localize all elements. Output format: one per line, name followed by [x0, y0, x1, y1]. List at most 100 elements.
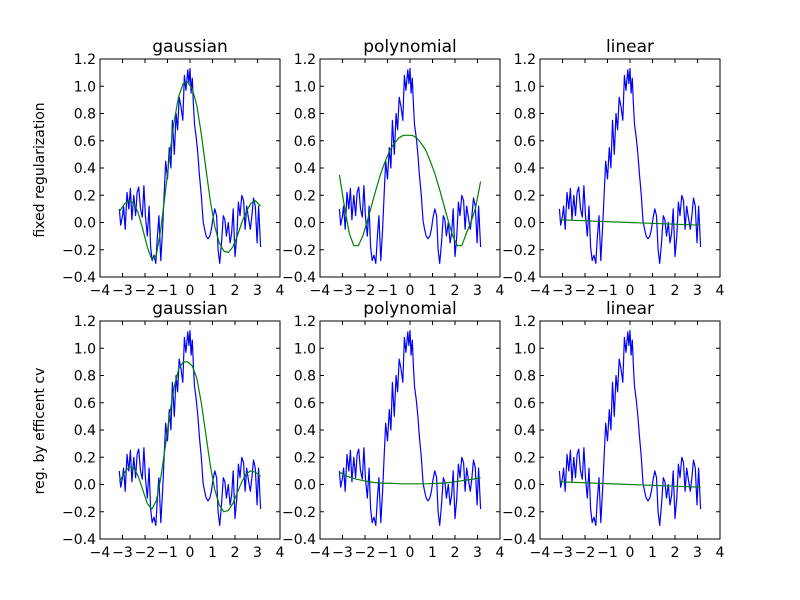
x-tick-label: −1 [377, 545, 398, 561]
x-tick-label: −4 [530, 283, 551, 299]
x-tick-label: 0 [406, 545, 415, 561]
y-tick-label: 0.8 [74, 107, 96, 123]
x-tick-label: −3 [112, 545, 133, 561]
y-tick-label: 0.2 [74, 450, 96, 466]
x-tick-label: 3 [473, 545, 482, 561]
row-label-bottom: reg. by efficent cv [32, 368, 48, 495]
x-tick-label: −3 [112, 283, 133, 299]
y-tick-label: 1.2 [294, 52, 316, 68]
x-tick-label: 3 [253, 283, 262, 299]
y-tick-label: 0.6 [74, 134, 96, 150]
y-tick-label: 0.2 [294, 450, 316, 466]
x-tick-label: 0 [186, 283, 195, 299]
y-tick-label: −0.2 [282, 505, 316, 521]
x-tick-label: 3 [473, 283, 482, 299]
y-tick-label: −0.4 [62, 270, 96, 286]
y-tick-label: −0.4 [502, 532, 536, 548]
axes-frame [99, 58, 281, 278]
subplot-r0c0: gaussian−0.4−0.20.00.20.40.60.81.01.2−4−… [62, 37, 285, 299]
x-tick-label: −4 [310, 545, 331, 561]
x-tick-label: −4 [310, 283, 331, 299]
y-tick-label: 1.0 [74, 79, 96, 95]
y-tick-label: 1.0 [74, 341, 96, 357]
y-tick-label: 0.2 [514, 188, 536, 204]
x-tick-label: 1 [648, 545, 657, 561]
y-tick-label: 1.2 [514, 314, 536, 330]
y-tick-label: −0.4 [282, 270, 316, 286]
data-series-line [118, 67, 262, 264]
y-tick-label: 0.0 [74, 216, 96, 232]
y-tick-label: 0.2 [74, 188, 96, 204]
x-tick-label: −3 [332, 283, 353, 299]
y-tick-label: −0.2 [62, 243, 96, 259]
fit-series-line [339, 471, 481, 485]
y-tick-label: 0.8 [514, 369, 536, 385]
y-tick-label: 0.6 [74, 396, 96, 412]
x-tick-label: −3 [332, 545, 353, 561]
x-tick-label: 1 [648, 283, 657, 299]
x-tick-label: −1 [157, 283, 178, 299]
y-tick-label: 0.6 [294, 396, 316, 412]
axes-frame [539, 58, 721, 278]
x-tick-label: 1 [208, 545, 217, 561]
y-tick-label: −0.2 [502, 243, 536, 259]
x-tick-label: 4 [716, 545, 725, 561]
x-tick-label: 0 [186, 545, 195, 561]
y-tick-label: 1.2 [294, 314, 316, 330]
x-tick-label: −3 [552, 283, 573, 299]
subplot-grid: gaussian−0.4−0.20.00.20.40.60.81.01.2−4−… [62, 37, 725, 561]
subplot-r1c1: polynomial −0.4 −0.2 0.0 0.2 0.4 0.6 0.8 1.0 1.2 −… [282, 299, 505, 561]
subplot-title: polynomial [363, 37, 457, 57]
axes-frame [319, 320, 501, 540]
subplot-r0c1: polynomial −0.4 −0.2 0.0 0.2 0.4 0.6 0.8 1.0 1.2 −… [282, 37, 505, 299]
subplot-title: gaussian [152, 37, 228, 57]
y-tick-label: 0.0 [294, 216, 316, 232]
y-tick-label: 0.4 [74, 423, 96, 439]
data-series-line [558, 67, 702, 264]
y-tick-label: −0.4 [502, 270, 536, 286]
y-tick-label: 0.4 [514, 423, 536, 439]
x-tick-label: −2 [575, 545, 596, 561]
x-tick-label: −4 [90, 283, 111, 299]
subplot-title: gaussian [152, 299, 228, 319]
y-tick-label: 1.0 [514, 341, 536, 357]
y-tick-label: 0.6 [294, 134, 316, 150]
x-tick-label: −4 [530, 545, 551, 561]
y-tick-label: 0.6 [514, 134, 536, 150]
x-tick-label: −2 [575, 283, 596, 299]
fit-series-line [559, 481, 701, 488]
x-tick-label: −4 [90, 545, 111, 561]
x-tick-label: 4 [276, 545, 285, 561]
y-tick-label: 0.8 [294, 107, 316, 123]
y-tick-label: 1.0 [294, 341, 316, 357]
x-tick-label: 4 [276, 283, 285, 299]
axes-frame [99, 320, 281, 540]
x-tick-label: 0 [626, 545, 635, 561]
subplot-r0c2: linear−0.4−0.20.00.20.40.60.81.01.2−4 −3−… [502, 37, 725, 299]
x-tick-label: 0 [626, 283, 635, 299]
x-tick-label: 2 [451, 283, 460, 299]
x-tick-label: 2 [231, 545, 240, 561]
x-tick-label: 4 [496, 283, 505, 299]
subplot-title: polynomial [363, 299, 457, 319]
y-tick-label: −0.4 [282, 532, 316, 548]
x-tick-label: 2 [451, 545, 460, 561]
y-tick-label: 1.2 [514, 52, 536, 68]
y-tick-label: 1.0 [294, 79, 316, 95]
row-label-top: fixed regularization [32, 102, 48, 237]
x-tick-label: 3 [693, 283, 702, 299]
y-tick-label: 0.0 [294, 478, 316, 494]
y-tick-label: 0.6 [514, 396, 536, 412]
y-tick-label: 0.8 [74, 369, 96, 385]
fit-series-line [118, 81, 262, 260]
x-tick-label: 1 [208, 283, 217, 299]
x-tick-label: −1 [597, 545, 618, 561]
x-tick-label: −2 [135, 283, 156, 299]
y-tick-label: −0.4 [62, 532, 96, 548]
y-tick-label: 0.2 [294, 188, 316, 204]
y-tick-label: 0.2 [514, 450, 536, 466]
x-tick-label: −2 [135, 545, 156, 561]
y-tick-label: 0.8 [294, 369, 316, 385]
x-tick-label: 1 [428, 545, 437, 561]
